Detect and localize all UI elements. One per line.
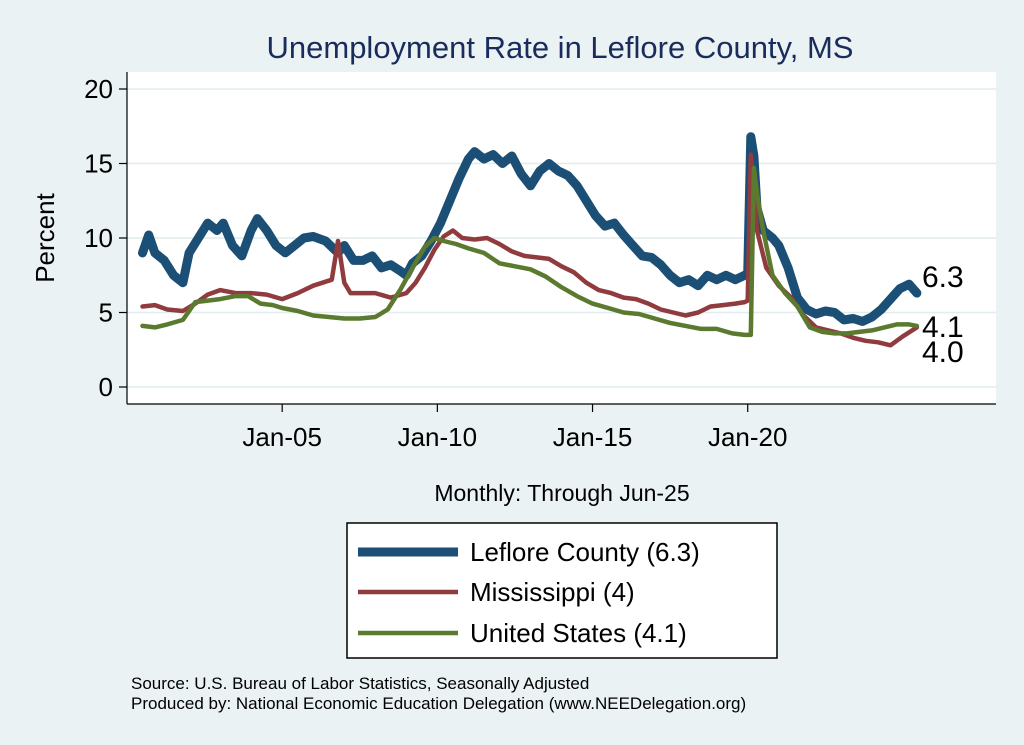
series-line-leflore-county [138,132,922,326]
x-axis-note: Monthly: Through Jun-25 [434,480,689,506]
y-tick-label: 5 [99,298,113,328]
legend-label: Leflore County (6.3) [470,537,700,567]
x-ticks: Jan-05 Jan-10 Jan-15 Jan-20 [242,404,787,452]
legend-label: United States (4.1) [470,618,687,648]
source-line-2: Produced by: National Economic Education… [131,694,746,713]
x-tick-label: Jan-05 [242,422,322,452]
end-label-leflore-county: 6.3 [922,261,964,294]
legend: Leflore County (6.3) Mississippi (4) Unite… [358,537,700,648]
end-label-united-states: 4.1 [922,311,964,344]
series-lines [138,132,922,348]
x-tick-label: Jan-10 [398,422,478,452]
y-tick-label: 0 [99,372,113,402]
chart-title: Unemployment Rate in Leflore County, MS [267,30,854,65]
y-axis-title: Percent [30,192,60,282]
series-line-united-states [140,165,920,338]
y-tick-label: 20 [84,74,113,104]
x-tick-label: Jan-20 [708,422,788,452]
source-line-1: Source: U.S. Bureau of Labor Statistics,… [131,674,589,693]
x-tick-label: Jan-15 [553,422,633,452]
end-labels: 6.3 4.04.1 [922,261,964,369]
y-tick-label: 10 [84,223,113,253]
y-tick-label: 15 [84,149,113,179]
legend-label: Mississippi (4) [470,577,635,607]
y-ticks: 0 5 10 15 20 [84,74,127,402]
end-label-mississippi: 4.0 [922,336,964,369]
